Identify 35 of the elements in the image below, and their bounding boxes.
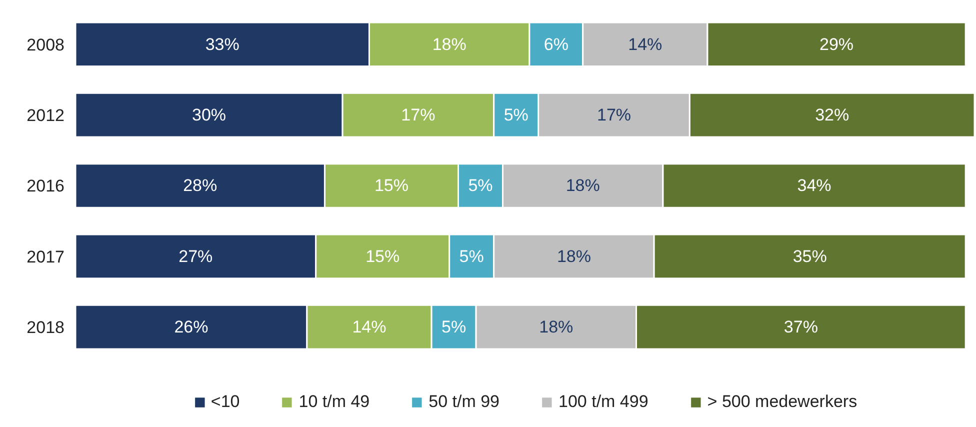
y-tick-label: 2017 <box>26 247 65 266</box>
data-label: 27% <box>178 246 213 266</box>
data-label: 18% <box>539 318 574 337</box>
data-label: 5% <box>504 106 528 125</box>
legend-label: 50 t/m 99 <box>428 392 500 412</box>
data-label: 6% <box>544 34 568 54</box>
data-label: 37% <box>784 318 818 337</box>
data-label: 15% <box>374 176 409 196</box>
data-label: 28% <box>183 176 218 196</box>
data-label: 5% <box>468 176 493 196</box>
data-label: 18% <box>566 176 600 196</box>
data-label: 30% <box>192 106 226 125</box>
legend-label: <10 <box>210 392 240 412</box>
data-label: 15% <box>366 246 400 266</box>
data-label: 18% <box>556 246 591 266</box>
data-label: 32% <box>815 106 850 125</box>
data-label: 14% <box>352 318 386 337</box>
data-label: 17% <box>401 106 436 125</box>
data-label: 29% <box>820 34 854 54</box>
y-tick-label: 2008 <box>26 35 65 54</box>
legend-label: 10 t/m 49 <box>298 392 370 412</box>
data-label: 35% <box>792 246 827 266</box>
y-tick-label: 2018 <box>26 318 65 338</box>
data-label: 14% <box>628 34 662 54</box>
data-label: 33% <box>205 34 240 54</box>
legend-label: > 500 medewerkers <box>707 392 858 412</box>
y-tick-label: 2016 <box>26 176 65 196</box>
data-label: 34% <box>797 176 832 196</box>
data-label: 5% <box>442 318 466 337</box>
data-label: 5% <box>459 246 484 266</box>
data-label: 17% <box>596 106 632 125</box>
data-label: 26% <box>174 318 208 337</box>
legend-label: 100 t/m 499 <box>558 392 648 412</box>
data-label: 18% <box>432 34 466 54</box>
y-tick-label: 2012 <box>26 106 65 126</box>
